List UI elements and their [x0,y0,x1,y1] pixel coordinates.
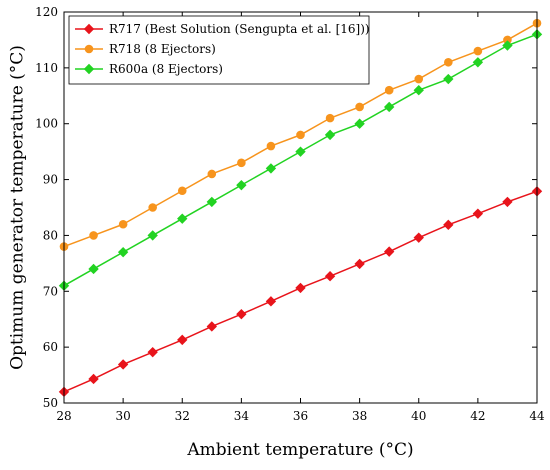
data-point [177,186,187,196]
data-point [89,231,98,240]
data-point [117,359,129,370]
y-tick-label: 90 [43,173,58,187]
legend-label: R718 (8 Ejectors) [109,42,216,56]
data-point [324,129,336,141]
x-tick-label: 34 [234,409,250,423]
data-point [383,246,395,257]
data-point [206,321,218,332]
y-tick-label: 50 [43,396,58,410]
legend-swatch-marker [84,44,94,54]
data-point [237,158,246,168]
data-point [444,57,453,67]
series-0 [58,186,543,398]
data-point [206,196,218,208]
data-point [207,169,217,179]
x-tick-label: 36 [293,409,308,423]
y-axis-title: Optimum generator temperature (°C) [8,45,28,370]
legend-label: R717 (Best Solution (Sengupta et al. [16… [109,22,370,36]
y-tick-label: 100 [35,117,58,131]
legend-item: R718 (8 Ejectors) [75,42,216,56]
data-point [503,35,512,45]
data-point [325,113,335,123]
data-point [384,85,394,95]
y-tick-label: 60 [43,340,58,354]
data-point [295,282,306,294]
data-point [295,146,306,157]
x-tick-label: 30 [115,409,130,423]
data-point [296,130,305,140]
series-1 [59,18,542,251]
data-point [324,271,336,282]
y-tick-label: 80 [43,228,58,242]
legend: R717 (Best Solution (Sengupta et al. [16… [68,15,370,85]
y-tick-label: 120 [35,5,58,19]
data-point [473,46,483,56]
data-point [502,40,513,51]
legend-label: R600a (8 Ejectors) [109,62,223,76]
data-point [502,196,513,208]
data-point [265,296,277,307]
data-point [236,179,247,191]
legend-swatch-marker [83,63,95,75]
data-point [354,258,365,270]
y-tick-label: 110 [35,61,58,75]
data-point [177,334,188,346]
data-point [177,213,188,224]
axis-ticks: 28 30 32 34 36 38 40 42 44 50 60 70 80 90 100 110 120 [35,5,545,423]
data-point [383,101,395,113]
data-point [88,263,99,275]
data-point [472,208,484,219]
x-tick-label: 44 [529,409,545,423]
legend-item: R600a (8 Ejectors) [75,62,223,76]
data-point [147,230,158,241]
y-tick-label: 70 [43,284,58,298]
x-tick-label: 42 [470,409,485,423]
x-tick-label: 28 [56,409,71,423]
data-point [472,57,484,68]
x-tick-label: 40 [411,409,426,423]
data-point [413,232,424,243]
x-axis-title: Ambient temperature (°C) [186,440,413,460]
data-point [236,308,247,320]
x-tick-label: 32 [175,409,190,423]
data-point [118,219,128,229]
data-point [414,74,424,84]
data-point [443,219,454,231]
legend-box [68,15,370,85]
legend-item: R717 (Best Solution (Sengupta et al. [16… [75,22,370,36]
data-point [413,85,424,96]
x-tick-label: 38 [352,409,367,423]
data-point [88,373,99,385]
legend-swatch-marker [83,23,95,35]
data-point [354,118,365,129]
data-point [265,163,277,174]
data-point [148,203,157,212]
data-point [443,73,454,85]
data-point [147,346,158,358]
data-point [266,141,276,151]
data-point [117,246,129,258]
data-point [355,102,364,112]
